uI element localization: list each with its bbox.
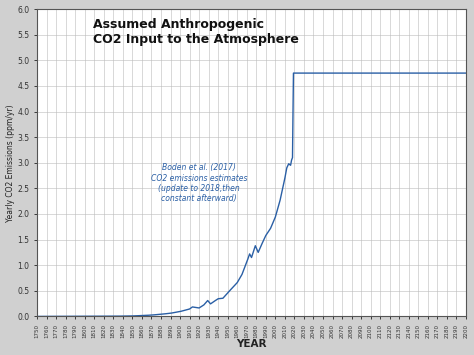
Y-axis label: Yearly CO2 Emissions (ppm/yr): Yearly CO2 Emissions (ppm/yr)	[6, 104, 15, 222]
Text: Boden et al. (2017)
CO2 emissions estimates
(update to 2018,then
constant afterw: Boden et al. (2017) CO2 emissions estima…	[151, 163, 247, 203]
Text: Assumed Anthropogenic
CO2 Input to the Atmosphere: Assumed Anthropogenic CO2 Input to the A…	[93, 18, 299, 46]
X-axis label: YEAR: YEAR	[236, 339, 267, 349]
